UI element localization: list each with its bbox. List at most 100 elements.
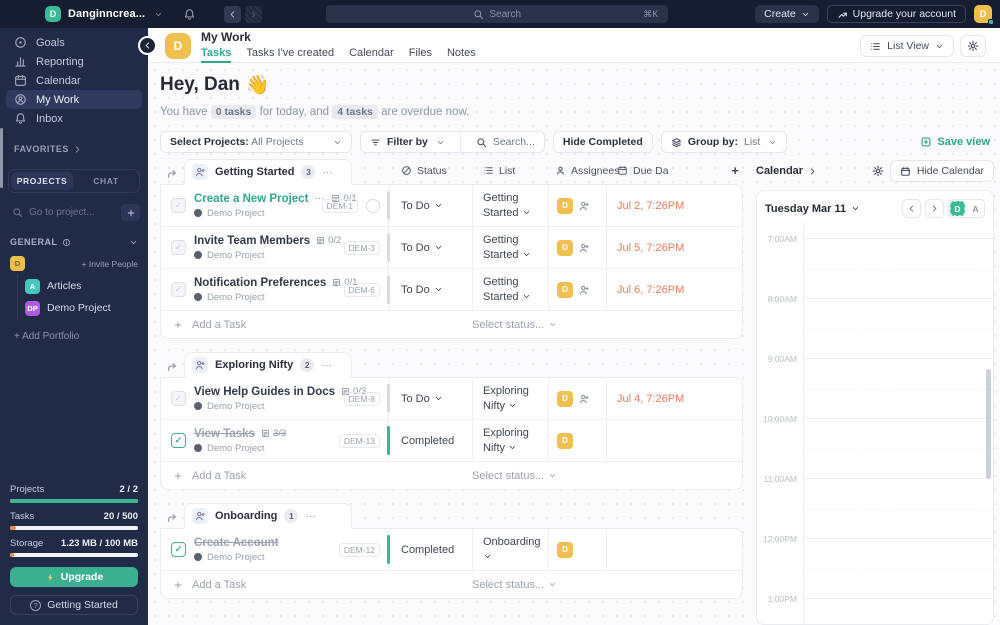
table-search-input[interactable]: Search...	[467, 132, 544, 152]
add-assignee-icon[interactable]	[578, 200, 590, 212]
task-row[interactable]: ✓ Create Account Demo Project DEM-12 Com…	[161, 529, 742, 571]
task-assignees-cell[interactable]: D	[548, 227, 606, 268]
upgrade-button[interactable]: Upgrade	[10, 567, 138, 587]
calendar-prev-button[interactable]	[902, 199, 921, 218]
task-menu-icon[interactable]	[314, 193, 325, 204]
upgrade-account-button[interactable]: Upgrade your account	[826, 5, 966, 23]
collapse-sidebar-button[interactable]	[138, 36, 157, 55]
sidebar-project-articles[interactable]: A Articles	[25, 275, 148, 297]
view-settings-button[interactable]	[960, 35, 986, 57]
global-search-input[interactable]: Search ⌘K	[326, 5, 669, 23]
group-menu-icon[interactable]	[322, 167, 333, 178]
task-assignees-cell[interactable]: D	[548, 378, 606, 419]
tab-tasks[interactable]: Tasks	[201, 47, 232, 63]
task-due-cell[interactable]: Jul 6, 7:26PM	[606, 269, 742, 310]
task-row[interactable]: ✓ View Help Guides in Docs 0/3 Demo Proj…	[161, 378, 742, 420]
task-row[interactable]: ✓ View Tasks 3/3 Demo Project DEM-13 Com…	[161, 420, 742, 462]
task-checkbox[interactable]: ✓	[171, 282, 186, 297]
group-menu-icon[interactable]	[321, 360, 332, 371]
add-column-button[interactable]: +	[731, 163, 739, 178]
hide-completed-button[interactable]: Hide Completed	[552, 131, 653, 153]
sidebar-item-reporting[interactable]: Reporting	[6, 52, 142, 71]
today-count-badge[interactable]: 0 tasks	[210, 105, 257, 119]
start-timer-button[interactable]	[366, 198, 380, 213]
sidebar-item-inbox[interactable]: Inbox	[6, 109, 142, 128]
task-status-cell[interactable]: Completed	[387, 420, 472, 461]
group-by-dropdown[interactable]: Group by: List	[660, 131, 788, 153]
calendar-next-button[interactable]	[925, 199, 944, 218]
save-view-button[interactable]: Save view	[920, 136, 990, 148]
sidebar-project-demo-project[interactable]: DP Demo Project	[25, 297, 148, 319]
task-row[interactable]: ✓ Create a New Project 0/1 Demo Project …	[161, 185, 742, 227]
task-row[interactable]: ✓ Invite Team Members 0/2 Demo Project D…	[161, 227, 742, 269]
task-title[interactable]: Create Account	[194, 536, 279, 549]
task-status-cell[interactable]: To Do	[387, 227, 472, 268]
sidebar-item-my-work[interactable]: My Work	[6, 90, 142, 109]
general-section[interactable]: GENERAL	[10, 237, 138, 247]
sidebar-item-goals[interactable]: Goals	[6, 33, 142, 52]
tab-notes[interactable]: Notes	[446, 46, 476, 59]
team-avatar[interactable]: D	[10, 256, 25, 271]
notifications-bell-icon[interactable]	[183, 8, 196, 21]
add-assignee-icon[interactable]	[578, 284, 590, 296]
calendar-time-grid[interactable]: 7:00AM 8:00AM 9:00AM 10:00AM 11:00AM 12:00PM 1…	[757, 222, 993, 624]
group-collapse-icon[interactable]	[160, 512, 184, 528]
create-button[interactable]: Create	[755, 5, 819, 23]
user-avatar[interactable]: D	[974, 5, 994, 25]
add-assignee-icon[interactable]	[578, 393, 590, 405]
calendar-avatar-d[interactable]: D	[950, 201, 965, 216]
group-tab[interactable]: Onboarding 1	[184, 503, 352, 529]
tab-tasks-i-ve-created[interactable]: Tasks I've created	[246, 46, 335, 59]
group-tab[interactable]: Exploring Nifty 2	[184, 352, 352, 378]
calendar-avatar-a[interactable]: A	[972, 203, 979, 214]
task-status-cell[interactable]: To Do	[387, 185, 472, 226]
task-list-cell[interactable]: Getting Started	[472, 227, 548, 268]
tab-calendar[interactable]: Calendar	[349, 46, 394, 59]
select-status-dropdown[interactable]: Select status...	[472, 470, 742, 482]
task-due-cell[interactable]: Jul 5, 7:26PM	[606, 227, 742, 268]
add-assignee-icon[interactable]	[578, 242, 590, 254]
task-row[interactable]: ✓ Notification Preferences 0/1 Demo Proj…	[161, 269, 742, 311]
workspace-switcher[interactable]: D Danginncrea...	[45, 6, 163, 22]
task-assignees-cell[interactable]: D	[548, 529, 606, 570]
calendar-settings-gear-icon[interactable]	[872, 165, 884, 177]
column-header-list[interactable]: List	[473, 165, 549, 177]
calendar-hour-slot[interactable]: 12:00PM	[757, 534, 993, 598]
calendar-hour-slot[interactable]: 11:00AM	[757, 474, 993, 538]
add-task-button[interactable]: Add a Task	[161, 319, 472, 331]
add-task-button[interactable]: Add a Task	[161, 579, 472, 591]
favorites-section[interactable]: FAVORITES	[14, 144, 134, 154]
task-checkbox[interactable]: ✓	[171, 240, 186, 255]
task-list-cell[interactable]: Exploring Nifty	[472, 378, 548, 419]
tab-files[interactable]: Files	[408, 46, 432, 59]
task-title[interactable]: Create a New Project	[194, 192, 309, 205]
task-due-cell[interactable]	[606, 420, 742, 461]
task-title[interactable]: View Help Guides in Docs	[194, 385, 336, 398]
invite-people-button[interactable]: + Invite People	[81, 258, 138, 269]
hide-calendar-button[interactable]: Hide Calendar	[889, 160, 994, 182]
sidebar-scrollbar[interactable]	[0, 128, 3, 188]
task-list-cell[interactable]: Exploring Nifty	[472, 420, 548, 461]
calendar-scrollbar[interactable]	[986, 369, 991, 479]
calendar-day-dropdown[interactable]: Tuesday Mar 11	[765, 203, 860, 215]
sidebar-tab-projects[interactable]: PROJECTS	[11, 172, 73, 190]
task-status-cell[interactable]: To Do	[387, 269, 472, 310]
task-title[interactable]: View Tasks	[194, 427, 255, 440]
group-tab[interactable]: Getting Started 3	[184, 159, 352, 185]
task-checkbox[interactable]: ✓	[171, 198, 186, 213]
sidebar-tab-chat[interactable]: CHAT	[93, 176, 119, 186]
task-title[interactable]: Invite Team Members	[194, 234, 311, 247]
task-assignees-cell[interactable]: D	[548, 185, 606, 226]
task-status-cell[interactable]: Completed	[387, 529, 472, 570]
task-due-cell[interactable]: Jul 2, 7:26PM	[606, 185, 742, 226]
task-list-cell[interactable]: Getting Started	[472, 185, 548, 226]
add-portfolio-button[interactable]: + Add Portfolio	[14, 331, 80, 342]
task-due-cell[interactable]	[606, 529, 742, 570]
nav-back-button[interactable]	[224, 5, 242, 23]
add-project-button[interactable]	[121, 204, 140, 221]
task-list-cell[interactable]: Onboarding	[472, 529, 548, 570]
select-projects-dropdown[interactable]: Select Projects: All Projects	[160, 131, 352, 153]
sidebar-item-calendar[interactable]: Calendar	[6, 71, 142, 90]
task-checkbox[interactable]: ✓	[171, 542, 186, 557]
column-header-status[interactable]: Status	[389, 165, 473, 177]
